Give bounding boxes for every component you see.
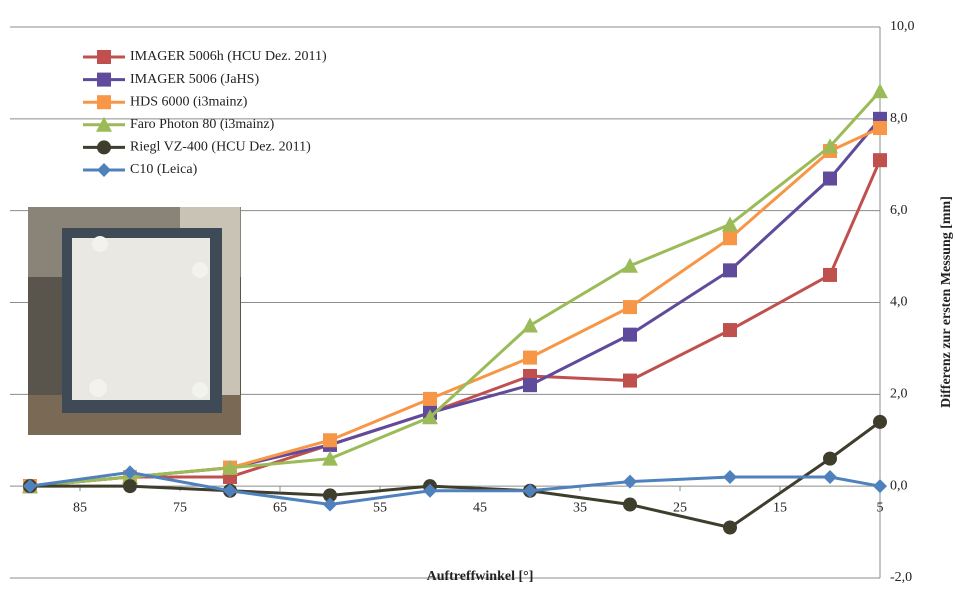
y-tick-label: -2,0 — [890, 570, 912, 585]
marker — [873, 153, 887, 167]
y-tick-label: 10,0 — [890, 19, 915, 34]
y-tick-label: 0,0 — [890, 478, 908, 493]
x-tick-label: 65 — [273, 500, 287, 515]
inset-photo — [28, 207, 241, 435]
x-tick-label: 35 — [573, 500, 587, 515]
marker — [873, 415, 887, 429]
marker — [623, 300, 637, 314]
marker — [97, 50, 111, 64]
x-axis-label: Auftreffwinkel [°] — [427, 569, 534, 584]
legend-label: C10 (Leica) — [130, 162, 198, 177]
marker — [523, 351, 537, 365]
marker — [123, 479, 137, 493]
marker — [823, 172, 837, 186]
x-tick-label: 55 — [373, 500, 387, 515]
x-tick-label: 85 — [73, 500, 87, 515]
marker — [723, 263, 737, 277]
y-axis-label: Differenz zur ersten Messung [mm] — [939, 196, 954, 408]
marker — [97, 140, 111, 154]
x-tick-label: 5 — [877, 500, 884, 515]
y-tick-label: 2,0 — [890, 387, 908, 402]
marker — [823, 452, 837, 466]
x-tick-label: 25 — [673, 500, 687, 515]
x-tick-label: 45 — [473, 500, 487, 515]
legend-label: Faro Photon 80 (i3mainz) — [130, 117, 275, 132]
legend-label: Riegl VZ-400 (HCU Dez. 2011) — [130, 140, 311, 155]
marker — [723, 520, 737, 534]
marker — [423, 392, 437, 406]
legend-label: IMAGER 5006h (HCU Dez. 2011) — [130, 49, 327, 64]
y-tick-label: 8,0 — [890, 111, 908, 126]
marker — [823, 268, 837, 282]
marker — [723, 323, 737, 337]
marker — [323, 433, 337, 447]
marker — [97, 73, 111, 87]
marker — [723, 231, 737, 245]
legend-label: IMAGER 5006 (JaHS) — [130, 72, 259, 87]
marker — [873, 121, 887, 135]
y-tick-label: 6,0 — [890, 203, 908, 218]
marker — [623, 374, 637, 388]
y-tick-label: 4,0 — [890, 295, 908, 310]
x-tick-label: 15 — [773, 500, 787, 515]
chart: Auftreffwinkel [°] Differenz zur ersten … — [0, 0, 955, 589]
marker — [97, 95, 111, 109]
marker — [523, 378, 537, 392]
marker — [623, 498, 637, 512]
legend-label: HDS 6000 (i3mainz) — [130, 94, 248, 109]
marker — [623, 328, 637, 342]
x-tick-label: 75 — [173, 500, 187, 515]
